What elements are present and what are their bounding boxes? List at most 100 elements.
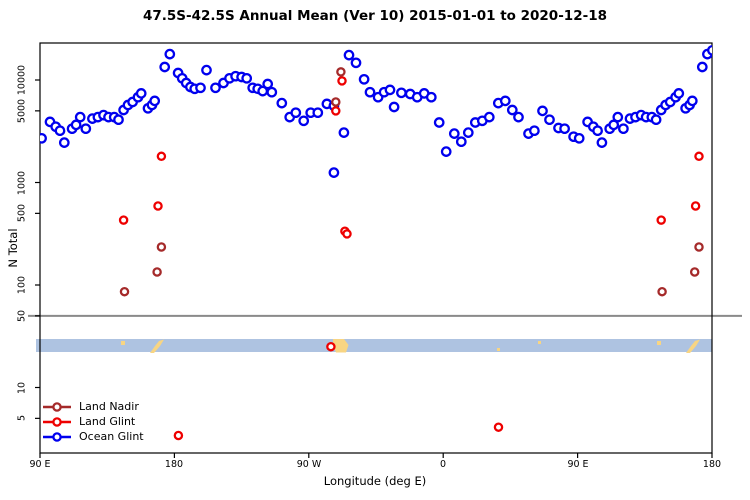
data-point [608,119,620,131]
data-point [210,82,221,94]
data-point [164,48,176,60]
data-point [384,84,396,96]
data-point [328,167,340,178]
data-point [342,229,352,239]
y-tick-label: 1000 [16,170,28,196]
data-point [70,119,82,131]
data-point [173,430,184,441]
data-point [331,106,341,116]
data-point [673,88,685,99]
legend-item: Land Glint [42,414,144,429]
data-point [276,97,288,109]
x-tick-label: 180 [164,459,184,470]
data-point [656,215,666,225]
map-land-tasmania [121,341,125,345]
x-tick-label: 0 [439,459,447,470]
map-land-new-zealand-repeat [686,339,700,353]
chart-title: 47.5S-42.5S Annual Mean (Ver 10) 2015-01… [143,8,607,24]
legend: Land Nadir Land Glint Ocean Glint [42,399,144,444]
map-land-new-zealand [150,339,164,353]
data-point [113,114,124,126]
legend-label: Ocean Glint [79,430,144,443]
data-point [80,123,92,135]
data-point [153,201,163,211]
data-point [156,151,167,162]
data-point [696,61,708,73]
data-point [298,115,310,127]
data-point [338,127,350,138]
data-point [513,111,524,123]
data-point [331,97,341,107]
data-point [396,87,407,99]
x-axis-title: Longitude (deg E) [323,474,427,488]
data-point [266,86,278,98]
data-point [499,95,511,107]
y-tick-label: 10 [16,381,28,395]
data-point [40,132,47,144]
legend-marker-icon [43,431,71,442]
series-land-glint [118,76,704,441]
data-point [537,105,548,117]
x-tick-label: 180 [702,459,722,470]
data-point [707,44,712,56]
legend-label: Land Glint [79,415,136,428]
data-point [364,86,376,98]
data-point [462,127,474,138]
data-point [312,107,324,119]
data-point [650,114,662,126]
legend-marker-icon [43,416,71,427]
data-point [425,91,437,103]
plot-box [39,42,713,454]
series-land-nadir [119,67,704,297]
data-point [686,95,698,107]
map-land-prince-edward-island [497,348,500,351]
data-point [156,242,167,252]
data-point [506,104,518,116]
data-point [290,107,302,119]
data-point [694,151,704,162]
y-tick-label: 100 [16,275,28,295]
data-point [152,267,162,277]
x-tick-label: 90 E [29,459,51,470]
data-point [119,286,130,297]
data-point [326,341,336,352]
data-point [195,82,206,94]
data-point [455,136,467,148]
x-tick-label: 90 E [567,459,589,470]
series-ocean-glint [40,44,712,178]
data-point [74,111,86,123]
data-point [388,101,400,113]
data-point [529,125,540,137]
legend-label: Land Nadir [79,400,139,413]
data-point [337,76,347,86]
data-point [433,117,445,128]
data-point [559,123,570,135]
data-point [448,128,460,139]
data-point [440,146,452,157]
data-point [159,61,171,73]
data-point [54,125,66,137]
data-point [544,114,555,126]
map-land-tasmania-repeat [657,341,661,345]
y-axis-title: N Total [6,228,20,268]
data-point [336,67,346,77]
map-strip-ocean [36,339,712,352]
y-tick-label: 5000 [16,98,28,124]
legend-item: Ocean Glint [42,429,144,444]
data-point [657,286,667,297]
y-tick-label: 10000 [16,64,28,96]
map-land-crozet-island [538,341,541,344]
map-land-south-america [333,339,349,353]
data-point [573,132,585,144]
data-point [618,123,629,135]
data-point [118,215,129,225]
x-tick-label: 90 W [296,459,322,470]
data-point [350,57,362,69]
data-point [596,137,608,148]
data-point [694,242,704,252]
data-point [149,95,161,107]
data-point [262,78,274,90]
data-point [493,422,504,432]
data-point [343,49,355,61]
